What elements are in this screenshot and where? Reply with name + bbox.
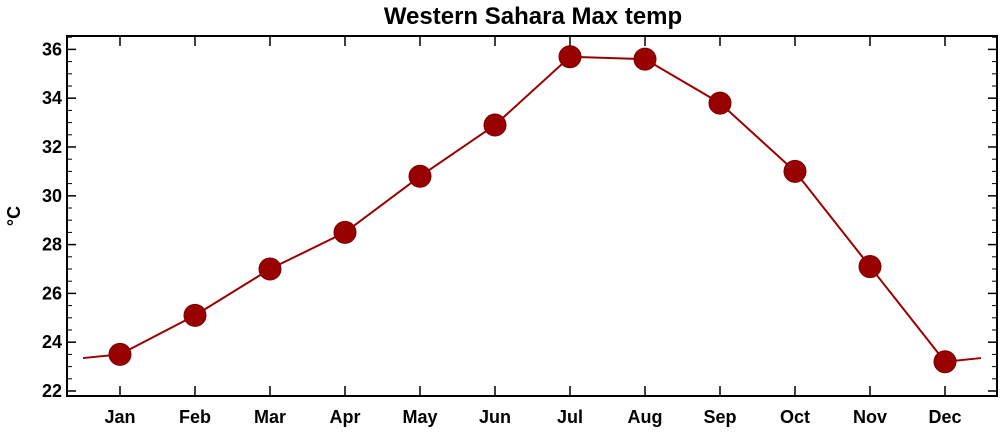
y-tick-label: 36 bbox=[42, 39, 62, 59]
axis-ticks bbox=[67, 36, 997, 396]
x-tick-label: Jun bbox=[479, 407, 511, 427]
y-tick-labels: 22 24 26 28 30 32 34 36 bbox=[42, 39, 62, 401]
chart-title: Western Sahara Max temp bbox=[384, 3, 682, 30]
x-tick-label: Jul bbox=[557, 407, 583, 427]
x-tick-label: Oct bbox=[780, 407, 810, 427]
plot-area bbox=[66, 35, 998, 397]
data-point bbox=[408, 164, 432, 188]
x-tick-label: Mar bbox=[254, 407, 286, 427]
x-tick-label: Feb bbox=[179, 407, 211, 427]
data-point bbox=[258, 257, 282, 281]
y-tick-label: 34 bbox=[42, 88, 62, 108]
x-tick-label: Aug bbox=[628, 407, 663, 427]
x-tick-label: Nov bbox=[853, 407, 887, 427]
data-point bbox=[858, 255, 882, 279]
y-tick-label: 30 bbox=[42, 186, 62, 206]
y-tick-label: 28 bbox=[42, 235, 62, 255]
y-tick-label: 32 bbox=[42, 137, 62, 157]
y-tick-label: 22 bbox=[42, 381, 62, 401]
series-group bbox=[82, 45, 982, 374]
x-tick-label: Jan bbox=[104, 407, 135, 427]
x-tick-label: Sep bbox=[703, 407, 736, 427]
data-point bbox=[708, 91, 732, 115]
data-point bbox=[633, 47, 657, 71]
data-point bbox=[558, 45, 582, 69]
x-tick-label: Dec bbox=[928, 407, 961, 427]
y-tick-label: 24 bbox=[42, 332, 62, 352]
x-tick-label: May bbox=[402, 407, 437, 427]
y-tick-label: 26 bbox=[42, 283, 62, 303]
data-point bbox=[183, 303, 207, 327]
series-line bbox=[119, 55, 946, 363]
x-tick-label: Apr bbox=[330, 407, 361, 427]
data-point bbox=[333, 220, 357, 244]
data-point bbox=[783, 159, 807, 183]
data-point bbox=[483, 113, 507, 137]
data-point bbox=[108, 342, 132, 366]
data-point bbox=[933, 350, 957, 374]
x-tick-labels: Jan Feb Mar Apr May Jun Jul Aug Sep Oct Nov Dec bbox=[104, 407, 961, 427]
y-axis-label: °C bbox=[4, 206, 24, 226]
